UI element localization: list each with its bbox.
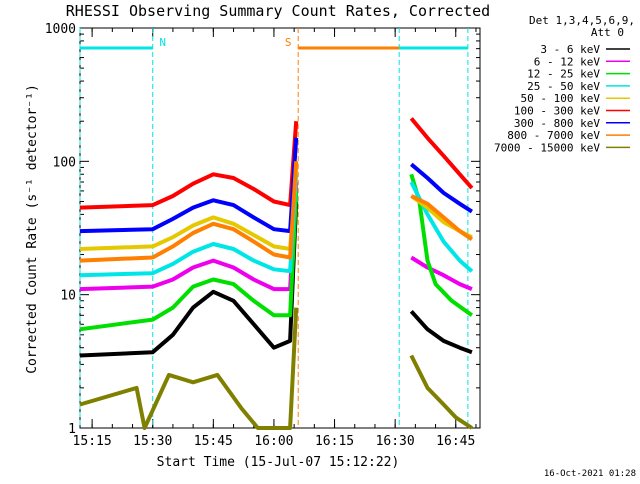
y-tick-label: 10 (60, 289, 76, 304)
legend-label: 300 - 800 keV (514, 117, 600, 130)
series-line (79, 181, 299, 292)
series-line (79, 121, 299, 210)
x-tick-label: 16:00 (254, 434, 293, 449)
x-tick-label: 16:30 (376, 434, 415, 449)
legend-label: 50 - 100 keV (521, 92, 601, 105)
series-line (79, 201, 299, 358)
legend-label: 7000 - 15000 keV (494, 141, 600, 154)
series-line (409, 117, 474, 190)
plot-area: 1 10 100 1000 15:15 15:30 15:45 16:00 16:15 16:30… (45, 22, 481, 449)
series-line (410, 194, 474, 241)
series-line (79, 307, 299, 430)
legend-header-line-1: Det 1,3,4,5,6,9, (529, 14, 635, 27)
y-tick-label: 100 (53, 155, 76, 170)
state-marker-label: S (285, 36, 292, 49)
series-line (79, 137, 299, 234)
series-line (79, 161, 299, 263)
series-line (409, 309, 473, 355)
legend-header-line-2: Att 0 (591, 26, 624, 39)
x-tick-label: 15:30 (133, 434, 172, 449)
chart-title: RHESSI Observing Summary Count Rates, Co… (66, 2, 490, 20)
series-line (79, 167, 299, 251)
x-tick-label: 15:45 (194, 434, 233, 449)
legend-label: 800 - 7000 keV (507, 129, 600, 142)
legend-label: 3 - 6 keV (540, 43, 600, 56)
x-tick-label: 16:15 (315, 434, 354, 449)
y-tick-label: 1000 (45, 22, 76, 37)
series-line (410, 162, 473, 214)
legend-label: 6 - 12 keV (534, 55, 601, 68)
y-tick-label: 1 (68, 422, 76, 437)
series-line (79, 190, 299, 332)
x-tick-label: 16:45 (436, 434, 475, 449)
x-tick-label: 15:15 (73, 434, 112, 449)
legend-label: 12 - 25 keV (527, 68, 600, 81)
legend-label: 100 - 300 keV (514, 105, 600, 118)
x-axis-label: Start Time (15-Jul-07 15:12:22) (157, 455, 400, 470)
series-line (410, 255, 473, 291)
state-marker-label: N (159, 36, 166, 49)
legend-label: 25 - 50 keV (527, 80, 600, 93)
footer-timestamp: 16-Oct-2021 01:28 (544, 469, 636, 479)
series-line (79, 174, 299, 278)
y-axis-label: Corrected Count Rate (s⁻¹ detector⁻¹) (25, 84, 40, 374)
series-line (409, 354, 473, 430)
